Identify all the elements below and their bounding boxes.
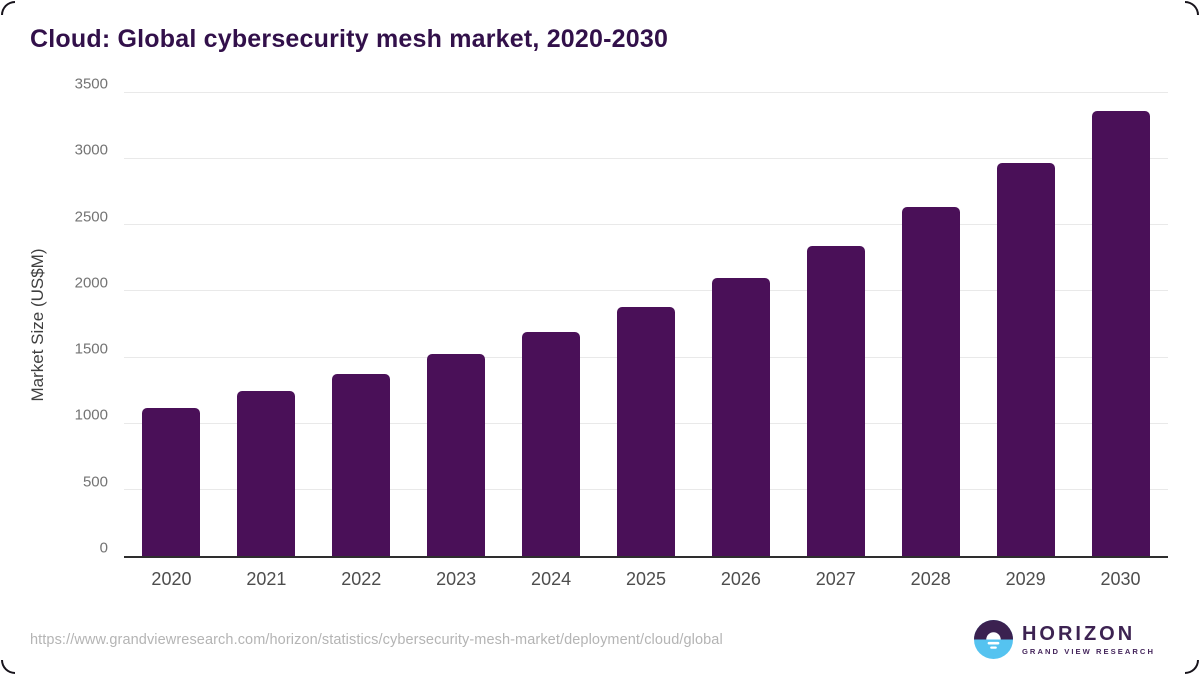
x-tick-label-2021: 2021 bbox=[246, 569, 287, 589]
bar-2021 bbox=[237, 390, 296, 556]
bar-2025 bbox=[616, 307, 675, 556]
logo-brand: HORIZON bbox=[1021, 622, 1136, 645]
bar-2027 bbox=[806, 245, 865, 556]
bar-slot-2026: 2026 bbox=[693, 92, 788, 589]
x-tick-label-2022: 2022 bbox=[341, 569, 382, 589]
bar-slot-2025: 2025 bbox=[599, 92, 694, 589]
y-tick-label-3000: 3000 bbox=[74, 141, 108, 159]
gridline-2000 bbox=[124, 290, 1168, 292]
x-tick-label-2026: 2026 bbox=[720, 569, 761, 589]
bar-slot-2024: 2024 bbox=[504, 92, 599, 589]
x-tick-label-2020: 2020 bbox=[151, 569, 192, 589]
horizon-logo-text: HORIZON GRAND VIEW RESEARCH bbox=[1021, 622, 1155, 656]
bar-slot-2027: 2027 bbox=[788, 92, 883, 589]
y-tick-label-1500: 1500 bbox=[74, 340, 108, 358]
bar-2022 bbox=[332, 373, 391, 556]
y-tick-label-2000: 2000 bbox=[74, 274, 108, 292]
y-tick-label-1000: 1000 bbox=[74, 406, 108, 424]
bars-layer: 2020 2021 2022 2023 2024 2025 2026 2027 2028 2029… bbox=[124, 92, 1168, 589]
horizon-logo: HORIZON GRAND VIEW RESEARCH bbox=[973, 620, 1155, 659]
bar-slot-2021: 2021 bbox=[219, 92, 314, 589]
card-corner bbox=[1, 660, 15, 674]
logo-subtitle: GRAND VIEW RESEARCH bbox=[1021, 646, 1155, 656]
horizon-sun-icon bbox=[973, 620, 1013, 659]
bar-2024 bbox=[522, 331, 581, 556]
bar-2029 bbox=[996, 162, 1055, 556]
bar-2028 bbox=[901, 206, 960, 556]
x-tick-label-2028: 2028 bbox=[910, 569, 951, 589]
y-tick-label-500: 500 bbox=[82, 473, 108, 491]
x-tick-label-2024: 2024 bbox=[531, 569, 572, 589]
x-tick-label-2027: 2027 bbox=[815, 569, 856, 589]
bar-slot-2030: 2030 bbox=[1073, 92, 1168, 589]
x-tick-label-2025: 2025 bbox=[625, 569, 667, 589]
x-tick-label-2023: 2023 bbox=[436, 569, 477, 589]
x-tick-label-2030: 2030 bbox=[1100, 569, 1141, 589]
x-tick-label-2029: 2029 bbox=[1005, 569, 1046, 589]
card-corner bbox=[1, 1, 15, 15]
bar-2030 bbox=[1091, 111, 1150, 556]
gridline-3500 bbox=[124, 91, 1168, 93]
y-axis-title: Market Size (US$M) bbox=[28, 248, 47, 402]
y-tick-label-3500: 3500 bbox=[74, 75, 108, 93]
bar-slot-2023: 2023 bbox=[409, 92, 504, 589]
bar-2026 bbox=[711, 278, 770, 556]
bar-2020 bbox=[142, 407, 201, 556]
card-corner bbox=[1185, 1, 1199, 15]
chart-title: Cloud: Global cybersecurity mesh market,… bbox=[30, 25, 669, 53]
bar-slot-2029: 2029 bbox=[978, 92, 1073, 589]
bar-slot-2022: 2022 bbox=[314, 92, 409, 589]
y-tick-label-0: 0 bbox=[99, 539, 108, 557]
bar-chart-plot-area: 0 500 1000 1500 2000 2500 3000 3500 2020 2021 202… bbox=[75, 76, 1168, 589]
bar-slot-2020: 2020 bbox=[124, 92, 219, 589]
bar-2023 bbox=[427, 353, 486, 556]
bar-slot-2028: 2028 bbox=[883, 92, 978, 589]
gridline-2500 bbox=[124, 224, 1168, 226]
source-url: https://www.grandviewresearch.com/horizo… bbox=[30, 632, 723, 648]
y-tick-label-2500: 2500 bbox=[74, 208, 108, 226]
card-corner bbox=[1185, 660, 1199, 674]
gridline-3000 bbox=[124, 157, 1168, 159]
